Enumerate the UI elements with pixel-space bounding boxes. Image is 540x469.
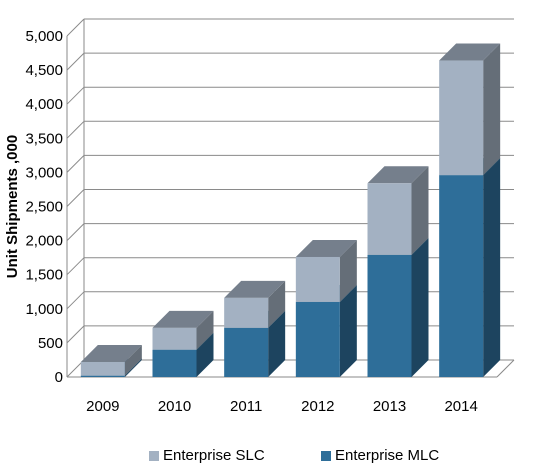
- y-tick-label: 5,000: [25, 28, 63, 45]
- bar-mlc: [80, 375, 125, 377]
- y-tick-label: 3,000: [25, 164, 63, 181]
- y-tick-label: 4,500: [25, 62, 63, 79]
- gridline-depth: [66, 18, 85, 37]
- bar-top-slc: [80, 344, 142, 362]
- floor-side-edge: [496, 359, 515, 378]
- bar-side-mlc: [411, 237, 429, 377]
- y-tick-label: 4,000: [25, 96, 63, 113]
- bar-side-slc: [196, 310, 214, 350]
- bar-side-mlc: [483, 158, 501, 377]
- bar-side-mlc: [124, 358, 142, 377]
- bar-slc: [295, 256, 340, 302]
- bar-slc: [152, 327, 197, 350]
- y-tick-label: 1,000: [25, 301, 63, 318]
- x-tick-label: 2010: [158, 398, 191, 415]
- bar-top-slc: [152, 310, 214, 328]
- bar-side-slc: [411, 166, 429, 255]
- bar-mlc: [224, 327, 269, 377]
- gridline-depth: [66, 52, 85, 71]
- bar-mlc: [367, 254, 412, 377]
- legend: Enterprise SLC Enterprise MLC: [0, 447, 540, 467]
- bar-mlc: [295, 301, 340, 377]
- x-tick-label: 2012: [301, 398, 334, 415]
- y-tick-label: 3,500: [25, 130, 63, 147]
- bar-slc: [224, 297, 269, 328]
- bar-top-slc: [295, 239, 357, 257]
- bar-side-mlc: [339, 284, 357, 377]
- y-tick-label: 2,500: [25, 199, 63, 216]
- bar-slc: [80, 361, 125, 376]
- y-tick-label: 0: [55, 369, 63, 386]
- bar-side-slc: [124, 344, 142, 376]
- legend-item-slc: Enterprise SLC: [149, 447, 265, 464]
- gridline-depth: [66, 223, 85, 241]
- legend-swatch-slc: [149, 450, 159, 461]
- y-tick-label: 1,500: [25, 267, 63, 284]
- legend-swatch-mlc: [321, 450, 331, 461]
- bar-side-slc: [483, 43, 501, 176]
- bar-slc: [439, 60, 484, 176]
- bar-mlc: [152, 349, 197, 377]
- gridline-depth: [66, 155, 85, 173]
- x-tick-label: 2011: [230, 398, 262, 415]
- y-tick-label: 2,000: [25, 233, 63, 250]
- y-tick-label: 500: [38, 335, 63, 352]
- bar-side-slc: [339, 239, 357, 302]
- legend-label-slc: Enterprise SLC: [163, 447, 265, 464]
- bar-side-mlc: [196, 332, 214, 377]
- bar-side-slc: [268, 280, 286, 328]
- x-tick-label: 2014: [444, 398, 477, 415]
- x-tick-label: 2009: [86, 398, 119, 415]
- bar-top-slc: [367, 166, 429, 184]
- gridline-depth: [66, 257, 85, 276]
- y-axis-title: Unit Shipments ,000: [4, 135, 21, 278]
- gridline-depth: [66, 86, 85, 105]
- gridline-depth: [66, 120, 85, 139]
- legend-label-mlc: Enterprise MLC: [335, 447, 440, 464]
- bar-mlc: [439, 175, 484, 377]
- chart-svg: 0 500 1,000 1,500 2,000 2,500 3,000 3,500 4,000 4…: [4, 18, 515, 415]
- gridline-depth: [66, 291, 85, 310]
- gridline-depth: [66, 189, 85, 207]
- gridline-depth: [66, 325, 85, 344]
- bar-top-slc: [224, 280, 286, 298]
- bar-side-mlc: [268, 310, 286, 377]
- bar-slc: [367, 183, 412, 255]
- bar-top-slc: [439, 43, 501, 61]
- legend-item-mlc: Enterprise MLC: [321, 447, 439, 464]
- x-tick-label: 2013: [373, 398, 406, 415]
